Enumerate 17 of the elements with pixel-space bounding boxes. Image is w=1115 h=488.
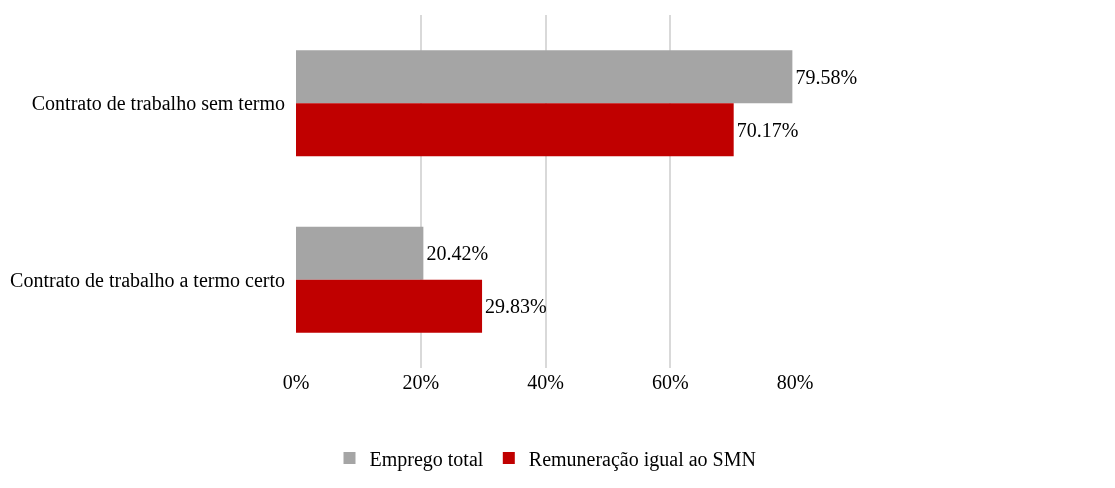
x-tick-label: 0%	[282, 371, 310, 393]
y-tick-label: Contrato de trabalho sem termo	[31, 92, 295, 115]
data-label: 70.17%	[736, 118, 799, 141]
x-tick-label: 20%	[402, 371, 440, 393]
bar	[296, 103, 734, 157]
y-tick-label: Contrato de trabalho a termo certo	[10, 268, 295, 291]
data-label: 29.83%	[485, 295, 547, 318]
x-tick-label: 60%	[651, 371, 689, 393]
x-tick-label: 80%	[776, 371, 814, 393]
legend-label: Remuneração igual ao SMN	[528, 447, 756, 471]
x-tick-label: 40%	[527, 371, 564, 393]
bar	[296, 226, 424, 280]
data-label: 79.58%	[795, 65, 858, 88]
legend-label: Emprego total	[369, 447, 484, 471]
bar	[296, 50, 793, 104]
data-label: 20.42%	[426, 242, 489, 265]
bar	[296, 279, 483, 333]
